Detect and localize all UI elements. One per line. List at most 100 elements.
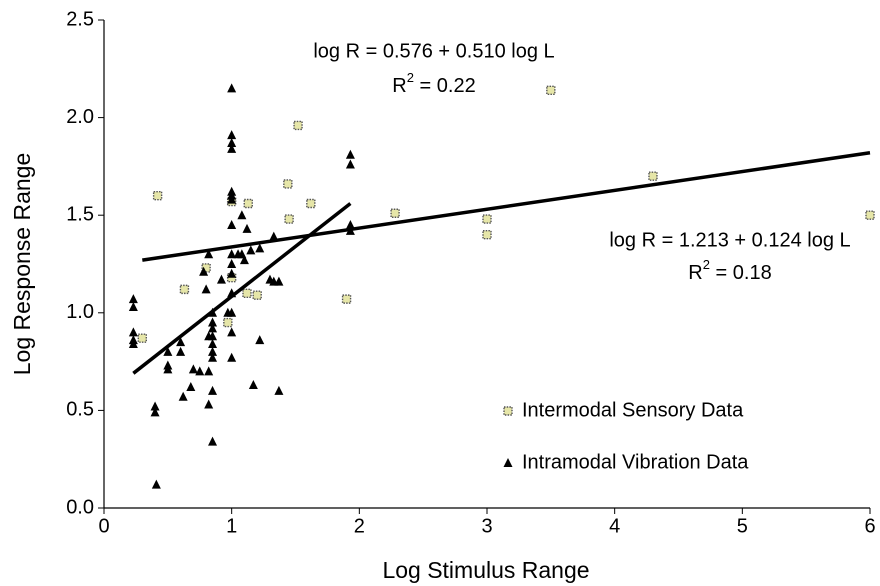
triangle-marker [208,346,218,356]
y-tick-label: 2.0 [66,106,94,128]
square-marker [390,208,400,218]
triangle-marker [204,366,214,376]
triangle-marker [227,130,237,140]
triangle-marker [208,436,218,446]
triangle-marker [237,210,247,220]
triangle-marker [239,255,249,265]
r-squared-rest: = 0.22 [414,75,476,97]
triangle-marker [227,219,237,229]
triangle-marker [201,284,211,294]
square-marker [243,198,253,209]
triangle-marker [345,149,355,159]
triangle-marker [204,249,214,259]
x-tick-label: 6 [864,515,875,537]
square-marker [252,290,262,300]
triangle-marker [195,366,205,376]
triangle-marker [227,352,237,362]
triangle-marker [255,243,265,253]
square-marker [137,333,148,343]
square-marker [242,288,252,298]
triangle-marker [227,83,237,93]
triangle-marker [227,143,237,153]
square-marker [306,198,316,209]
triangle-marker [128,294,138,304]
x-tick-label: 0 [98,515,109,537]
square-marker [503,406,513,416]
x-tick-label: 1 [226,515,237,537]
y-tick-label: 1.0 [66,301,94,323]
square-marker [201,263,211,273]
triangle-marker [208,385,218,395]
triangle-marker [151,479,161,489]
triangle-marker [208,352,218,362]
triangle-marker [204,399,214,409]
triangle-marker [208,339,218,349]
r-squared-sup: 2 [407,70,414,85]
triangle-marker [186,381,196,391]
r-squared: R2 = 0.18 [688,257,771,284]
square-marker [284,214,294,224]
r-squared: R2 = 0.22 [392,70,475,97]
square-marker [865,210,875,220]
triangle-marker [188,364,198,374]
r-squared-base: R [688,262,702,284]
r-squared-base: R [392,75,406,97]
triangle-marker [227,268,237,278]
triangle-marker [176,346,186,356]
legend-label: Intermodal Sensory Data [522,399,744,421]
triangle-marker [150,407,160,417]
triangle-marker [255,335,265,345]
square-marker [546,85,556,95]
x-tick-label: 3 [481,515,492,537]
triangle-marker [227,194,237,204]
triangle-marker [176,337,186,347]
r-squared-rest: = 0.18 [710,262,772,284]
x-tick-label: 2 [354,515,365,537]
r-squared-sup: 2 [703,257,710,272]
triangle-marker [227,249,237,259]
triangle-marker [199,266,209,276]
square-marker [152,190,163,201]
triangle-marker [227,307,237,317]
y-tick-label: 0.0 [66,496,94,518]
triangle-marker [150,401,160,411]
y-tick-label: 0.5 [66,399,94,421]
triangle-marker [128,339,138,349]
triangle-marker [246,245,256,255]
y-axis-label: Log Response Range [9,153,35,376]
square-marker [283,179,293,189]
triangle-marker [208,323,218,333]
triangle-marker [128,327,138,337]
trend-line [142,151,871,262]
triangle-marker [227,259,237,268]
triangle-marker [503,458,513,467]
triangle-marker [128,301,138,311]
triangle-marker [248,380,258,390]
triangle-marker [163,364,173,374]
x-axis-label: Log Stimulus Range [382,557,589,583]
triangle-marker [208,331,218,341]
triangle-marker [269,231,279,241]
trend-line [132,202,352,375]
triangle-marker [345,159,355,169]
square-marker [223,317,233,328]
triangle-marker [227,327,237,337]
square-marker [179,284,190,295]
square-marker [482,214,492,224]
triangle-marker [274,385,284,395]
triangle-marker [178,391,188,401]
triangle-marker [345,219,355,229]
y-tick-label: 2.5 [66,8,94,30]
trend-equation: log R = 1.213 + 0.124 log L [609,229,850,251]
square-marker [341,294,352,304]
trend-equation: log R = 0.576 + 0.510 log L [313,40,554,62]
square-marker [482,230,492,240]
y-tick-label: 1.5 [66,203,94,225]
triangle-marker [163,346,173,356]
square-marker [293,120,303,131]
x-tick-label: 5 [737,515,748,537]
triangle-marker [274,276,284,286]
x-tick-label: 4 [609,515,620,537]
legend-label: Intramodal Vibration Data [522,451,749,473]
